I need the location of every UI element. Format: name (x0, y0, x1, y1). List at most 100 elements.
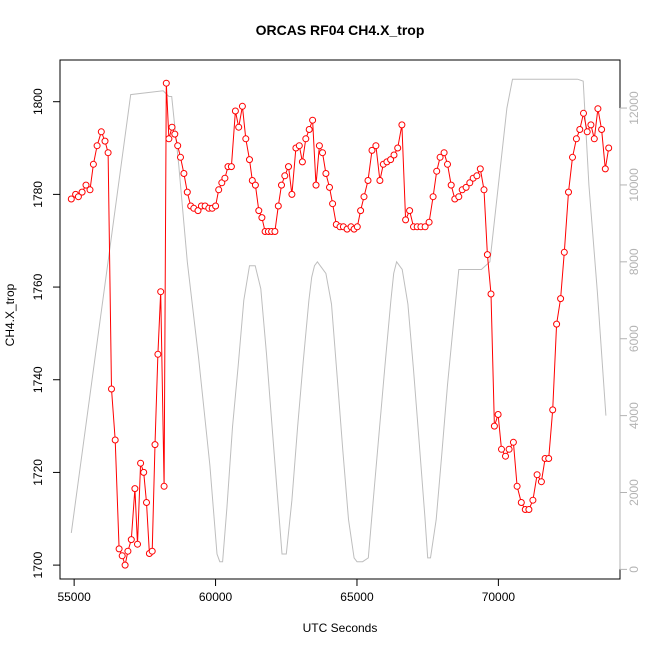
ch4-point (421, 223, 429, 231)
x-axis: 55000 60000 65000 70000 (57, 578, 516, 604)
ch4-point (285, 163, 292, 171)
right-tick-label: 8000 (627, 248, 641, 275)
ch4-point (387, 156, 395, 164)
ch4-point (605, 144, 613, 152)
ch4-point (121, 561, 129, 569)
ch4-point (177, 153, 184, 161)
ch4-point (271, 228, 279, 235)
ch4-point (433, 167, 441, 175)
ch4-point (557, 295, 565, 303)
ch4-point (505, 445, 513, 453)
ch4-point (502, 452, 509, 460)
ch4-point (148, 547, 156, 555)
ch4-point (131, 485, 139, 493)
ch4-point (212, 202, 220, 210)
ch4-point (89, 160, 97, 168)
ch4-point (590, 135, 598, 143)
ch4-point (288, 190, 296, 198)
ch4-point (315, 142, 323, 150)
ch4-point (580, 109, 587, 117)
ch4-point (101, 137, 109, 145)
y-tick-label: 1740 (31, 366, 45, 393)
ch4-point (569, 153, 576, 161)
ch4-point (364, 177, 372, 184)
chart-title: ORCAS RF04 CH4.X_trop (256, 22, 425, 38)
ch4-point (82, 181, 90, 189)
ch4-point (255, 207, 263, 215)
altitude-series (70, 78, 607, 563)
right-tick-label: 2000 (627, 479, 641, 506)
ch4-point (353, 223, 361, 231)
ch4-point (517, 499, 525, 506)
ch4-point (162, 79, 170, 87)
y-tick-label: 1780 (31, 181, 45, 208)
altitude-line (70, 78, 607, 563)
ch4-point (326, 183, 333, 191)
ch4-point (447, 181, 455, 189)
ch4-point (545, 455, 553, 462)
ch4-point (231, 107, 239, 115)
ch4-point (565, 188, 572, 196)
ch4-point (174, 142, 182, 150)
ch4-point (227, 163, 235, 171)
ch4-point (319, 149, 326, 157)
ch4-point (322, 170, 330, 177)
ch4-point (466, 179, 474, 187)
right-tick-label: 10000 (627, 168, 641, 202)
ch4-point (78, 188, 86, 196)
ch4-point (329, 200, 337, 208)
ch4-point (587, 121, 595, 129)
ch4-point (402, 216, 410, 224)
y-tick-label: 1800 (31, 88, 45, 115)
ch4-point (194, 207, 202, 215)
ch4-point (549, 406, 557, 414)
y-tick-label: 1760 (31, 273, 45, 300)
ch4-point (444, 160, 451, 168)
ch4-point (160, 482, 168, 490)
ch4-point (357, 207, 365, 215)
ch4-point (480, 186, 488, 194)
right-tick-label: 6000 (627, 325, 641, 352)
ch4-point (429, 193, 437, 201)
ch4-point (368, 146, 376, 154)
x-tick-label: 70000 (482, 590, 516, 604)
ch4-point (235, 123, 243, 131)
ch4-point (295, 142, 303, 150)
ch4-point (533, 471, 541, 479)
ch4-point (560, 248, 568, 256)
y-axis-label: CH4.X_trop (3, 283, 17, 346)
ch4-point (180, 170, 188, 177)
ch4-point (258, 214, 266, 222)
ch4-point (118, 552, 126, 560)
x-tick-label: 65000 (340, 590, 374, 604)
ch4-point (598, 126, 606, 133)
ch4-point (238, 102, 246, 110)
ch4-point (406, 207, 414, 215)
ch4-point (104, 149, 112, 157)
ch4-point (108, 385, 115, 393)
ch4-point (221, 174, 229, 182)
right-tick-label: 0 (627, 566, 641, 573)
ch4-point (151, 441, 159, 449)
x-axis-label: UTC Seconds (303, 621, 378, 635)
right-axis: 0 2000 4000 6000 8000 10000 12000 (619, 91, 641, 573)
ch4-point (281, 172, 289, 180)
ch4-point (398, 121, 406, 129)
ch4-point (168, 123, 176, 131)
ch4-point (115, 545, 123, 553)
y-axis: 1700 1720 1740 1760 1780 1800 (31, 88, 61, 578)
ch4-point (302, 135, 310, 143)
ch4-point (513, 482, 521, 490)
ch4-point (525, 506, 533, 513)
ch4-point (537, 478, 545, 486)
ch4-point (154, 350, 162, 358)
right-tick-label: 4000 (627, 402, 641, 429)
ch4-point (140, 468, 148, 476)
ch4-point (111, 436, 119, 444)
ch4-point (93, 142, 101, 150)
ch4-point (376, 177, 384, 184)
ch4-point (86, 186, 94, 194)
ch4-point (583, 128, 591, 136)
ch4-point (157, 288, 165, 296)
ch4-point (473, 172, 481, 180)
